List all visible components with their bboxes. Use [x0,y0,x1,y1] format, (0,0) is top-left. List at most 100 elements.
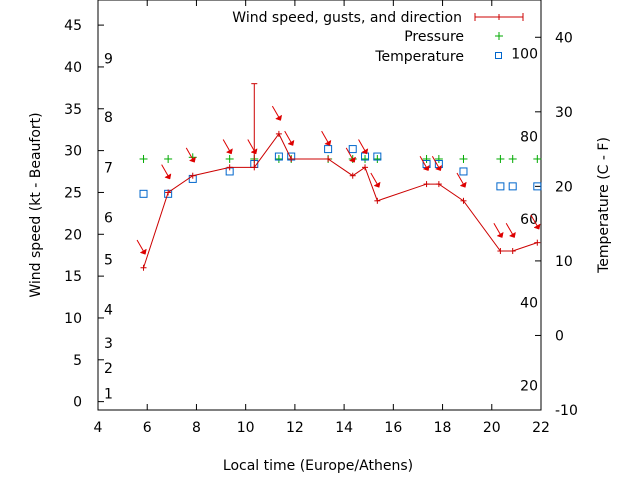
wind-arrow-shaft [247,139,255,151]
wind-point [435,181,442,188]
temperature-point [373,152,382,161]
beaufort-label: 3 [104,336,113,352]
temperature-point [348,145,357,154]
y-tick-label: 5 [73,353,82,369]
fahrenheit-label: 40 [520,296,538,312]
temperature-point [324,145,333,154]
wind-point [275,130,282,137]
x-axis-label: Local time (Europe/Athens) [223,458,413,474]
pressure-point [139,154,148,163]
x-tick-label: 14 [335,420,353,436]
x-axis-ticks: 4 6 8 10 12 14 16 18 20 22 [94,0,550,436]
wind-direction-arrow [345,147,356,163]
pressure-point [225,154,234,163]
fahrenheit-label: 100 [511,47,538,63]
wind-arrow-head [275,114,283,121]
x-tick-label: 8 [192,420,201,436]
x-tick-label: 4 [94,420,103,436]
wind-arrow-shaft [493,222,501,235]
fahrenheit-label: 20 [520,378,538,394]
wind-arrow-shaft [456,172,464,185]
wind-arrow-shaft [505,222,513,235]
fahrenheit-label: 80 [520,129,538,145]
wind-arrow-shaft [284,130,292,143]
y-tick-label: 10 [64,311,82,327]
y-axis-label: Wind speed (kt - Beaufort) [28,112,44,297]
wind-arrow-head [287,139,295,146]
fahrenheit-label: 60 [520,212,538,228]
wind-arrow-shaft [222,139,230,151]
beaufort-label: 1 [104,386,113,402]
beaufort-label: 9 [104,52,113,68]
temperature-point [274,152,283,161]
pressure-point [274,154,283,163]
wind-point [325,155,332,162]
pressure-point [533,154,542,163]
temperature-series [139,145,542,198]
wind-point [140,264,147,271]
pressure-series [139,153,542,163]
y2-tick-label: 30 [555,105,573,121]
wind-point [362,164,369,171]
y2-tick-label: 10 [555,254,573,270]
wind-arrow-shaft [271,105,280,118]
plot-frame [97,0,542,411]
wind-arrow-shaft [136,239,144,252]
wind-arrow-head [533,223,541,230]
wind-arrow-head [496,231,504,238]
wind-arrow-head [250,148,258,155]
wind-point [226,164,233,171]
wind-direction-arrow [136,239,147,255]
temperature-point [508,182,517,191]
wind-point [189,172,196,179]
pressure-point [422,154,431,163]
pressure-point [434,154,443,163]
legend-label-temperature: Temperature [374,49,464,65]
legend-swatch-pressure [495,32,503,40]
wind-point [349,172,356,179]
beaufort-label: 6 [104,211,113,227]
pressure-point [496,154,505,163]
temperature-point [459,167,468,176]
wind-arrow-head [188,156,196,163]
wind-direction-arrow [222,139,233,155]
pressure-point [361,154,370,163]
wind-direction-arrow [271,105,283,121]
pressure-point [373,154,382,163]
wind-arrow-shaft [419,156,427,168]
y2-tick-label: 20 [555,179,573,195]
wind-direction-arrow [161,164,172,180]
wind-arrow-shaft [345,147,353,160]
wind-direction-arrow [358,139,369,155]
y-tick-label: 40 [64,60,82,76]
wind-arrow-head [508,231,516,238]
legend-swatch-temperature [495,52,502,59]
fahrenheit-labels: 20 40 60 80 100 [511,47,538,395]
y-tick-label: 15 [64,269,82,285]
wind-point [509,248,516,255]
beaufort-label: 8 [104,110,113,126]
wind-direction-arrow [456,172,467,188]
wind-direction-arrow [185,147,196,163]
wind-direction-arrow [284,130,295,146]
legend-label-wind: Wind speed, gusts, and direction [232,10,462,26]
wind-direction-arrow [247,139,258,155]
temperature-point [139,189,148,198]
wind-direction-arrow [370,172,381,188]
y2-tick-label: 0 [555,328,564,344]
x-tick-label: 10 [237,420,255,436]
y-tick-label: 45 [64,18,82,34]
wind-arrow-shaft [431,156,440,168]
wind-direction-arrow [505,222,516,238]
wind-direction-arrow [493,222,504,238]
wind-point [460,197,467,204]
temperature-point [533,182,542,191]
beaufort-label: 5 [104,252,113,268]
temperature-point [496,182,505,191]
beaufort-label: 2 [104,361,113,377]
wind-arrow-head [422,164,430,171]
wind-direction-arrow [530,214,541,230]
wind-arrow-shaft [321,130,329,143]
y-tick-label: 20 [64,227,82,243]
